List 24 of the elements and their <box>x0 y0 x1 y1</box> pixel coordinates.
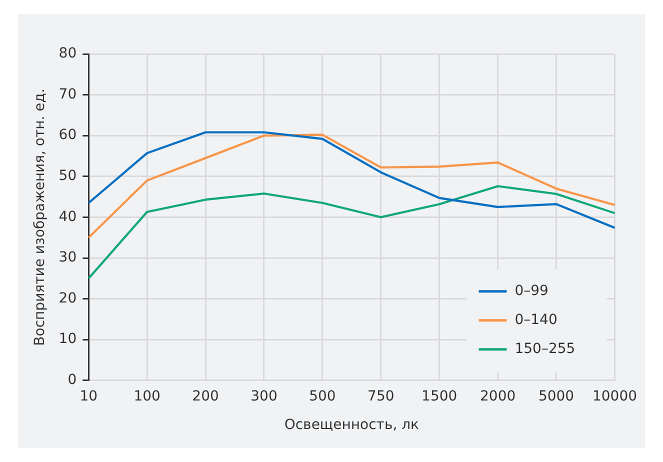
x-tick-label: 100 <box>134 388 160 404</box>
y-tick-label: 40 <box>58 208 77 225</box>
legend-label: 0–99 <box>514 283 548 300</box>
legend-label: 150–255 <box>514 341 576 358</box>
y-tick-label: 10 <box>58 331 77 348</box>
y-tick-label: 80 <box>58 46 77 62</box>
y-tick-label: 0 <box>68 372 77 388</box>
x-tick-label: 10000 <box>592 388 638 404</box>
x-tick-label: 10 <box>80 388 98 404</box>
y-tick-label: 50 <box>58 168 77 184</box>
y-tick-label: 30 <box>58 250 77 266</box>
x-tick-label: 200 <box>192 388 219 404</box>
x-tick-label: 750 <box>368 388 394 404</box>
x-tick-label: 1500 <box>422 388 458 404</box>
x-tick-label: 500 <box>309 388 336 404</box>
y-tick-label: 20 <box>58 290 77 306</box>
x-axis-title: Освещенность, лк <box>284 417 420 434</box>
x-tick-label: 2000 <box>480 388 516 404</box>
legend-label: 0–140 <box>514 312 558 328</box>
x-tick-label: 300 <box>250 388 278 404</box>
x-tick-label: 5000 <box>538 388 574 404</box>
y-axis-title: Восприятие изображения, отн. ед. <box>32 88 48 346</box>
y-tick-label: 60 <box>58 127 77 144</box>
y-tick-label: 70 <box>58 86 77 102</box>
